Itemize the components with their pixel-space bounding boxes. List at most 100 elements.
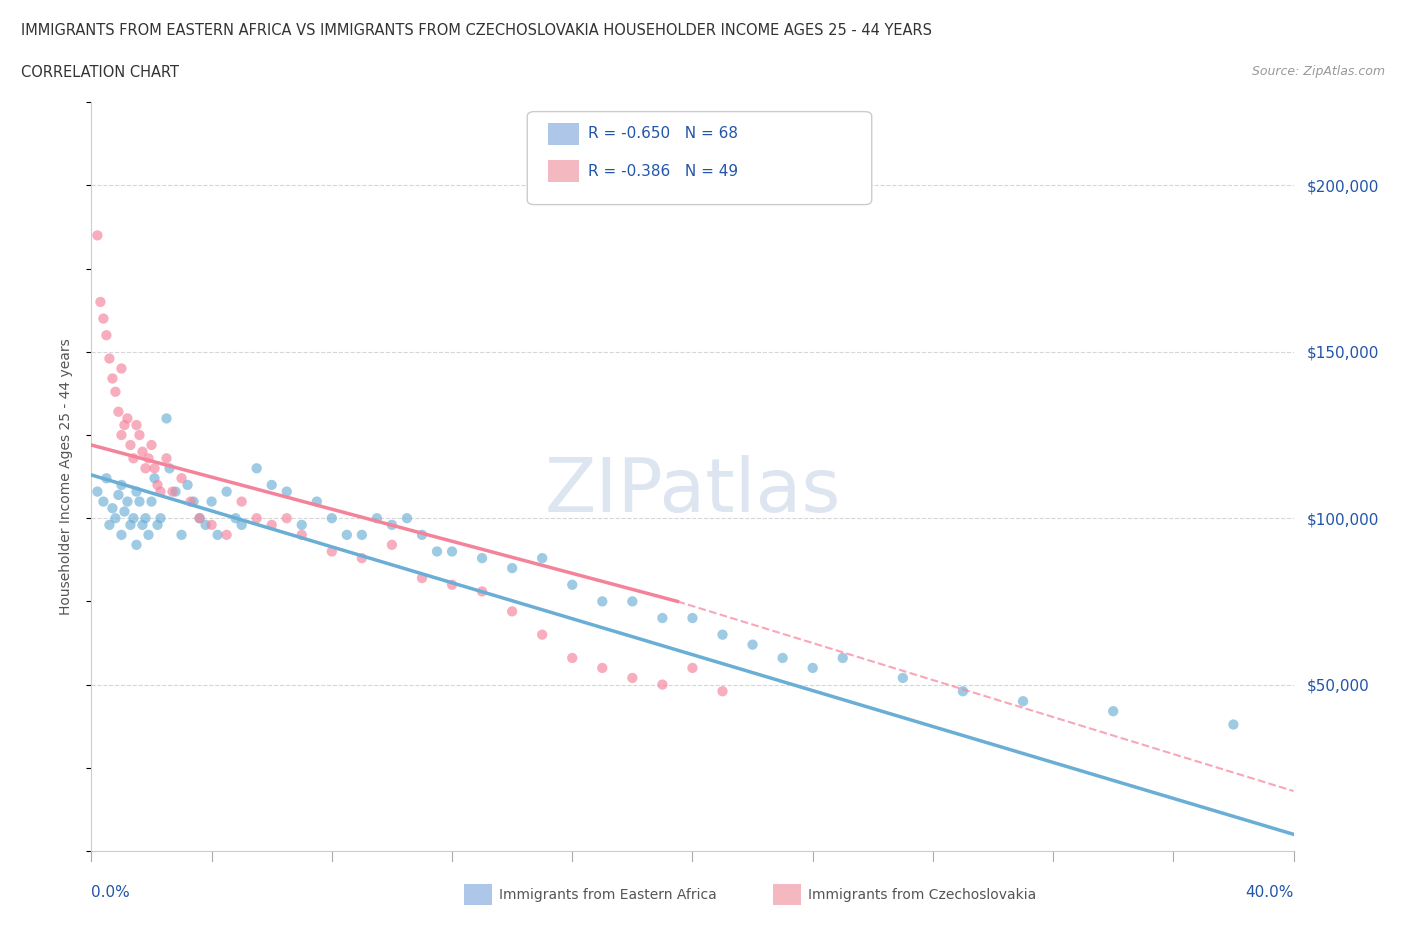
Point bbox=[681, 660, 703, 675]
Point bbox=[138, 527, 160, 542]
Point bbox=[170, 471, 193, 485]
Point bbox=[225, 511, 247, 525]
Point bbox=[117, 411, 139, 426]
Point bbox=[155, 451, 177, 466]
Point bbox=[114, 418, 136, 432]
Point bbox=[561, 650, 583, 665]
Point bbox=[231, 494, 253, 509]
Point bbox=[165, 485, 187, 499]
Point bbox=[440, 544, 463, 559]
Point bbox=[231, 517, 253, 532]
Point bbox=[143, 471, 166, 485]
Point bbox=[471, 584, 494, 599]
Point bbox=[141, 438, 163, 453]
Point bbox=[162, 485, 184, 499]
Point bbox=[138, 451, 160, 466]
Point bbox=[131, 517, 153, 532]
Point bbox=[125, 485, 148, 499]
Point bbox=[591, 594, 613, 609]
Point bbox=[741, 637, 763, 652]
Point bbox=[128, 428, 150, 443]
Point bbox=[276, 485, 298, 499]
Point bbox=[201, 517, 224, 532]
Point bbox=[86, 485, 108, 499]
Point bbox=[107, 487, 129, 502]
Point bbox=[98, 517, 121, 532]
Point bbox=[86, 228, 108, 243]
Text: Source: ZipAtlas.com: Source: ZipAtlas.com bbox=[1251, 65, 1385, 78]
Point bbox=[89, 295, 111, 310]
Point bbox=[336, 527, 359, 542]
Point bbox=[134, 461, 156, 476]
Point bbox=[651, 677, 673, 692]
Point bbox=[772, 650, 794, 665]
Point bbox=[114, 504, 136, 519]
Point bbox=[711, 627, 734, 642]
Y-axis label: Householder Income Ages 25 - 44 years: Householder Income Ages 25 - 44 years bbox=[59, 339, 73, 615]
Point bbox=[96, 327, 118, 342]
Point bbox=[1012, 694, 1035, 709]
Point bbox=[93, 494, 115, 509]
Point bbox=[501, 561, 523, 576]
Point bbox=[471, 551, 494, 565]
Point bbox=[440, 578, 463, 592]
Point bbox=[207, 527, 229, 542]
Point bbox=[246, 461, 269, 476]
Point bbox=[141, 494, 163, 509]
Point bbox=[101, 371, 124, 386]
Text: 40.0%: 40.0% bbox=[1246, 884, 1294, 899]
Point bbox=[93, 312, 115, 326]
Point bbox=[143, 461, 166, 476]
Point bbox=[110, 477, 132, 492]
Point bbox=[801, 660, 824, 675]
Point bbox=[1222, 717, 1244, 732]
Point bbox=[1102, 704, 1125, 719]
Text: ZIPatlas: ZIPatlas bbox=[544, 455, 841, 528]
Point bbox=[366, 511, 388, 525]
Point bbox=[146, 477, 169, 492]
Point bbox=[621, 671, 644, 685]
Text: R = -0.650   N = 68: R = -0.650 N = 68 bbox=[588, 126, 738, 141]
Point bbox=[159, 461, 181, 476]
Text: Immigrants from Eastern Africa: Immigrants from Eastern Africa bbox=[499, 887, 717, 902]
Point bbox=[501, 604, 523, 618]
Point bbox=[194, 517, 217, 532]
Text: CORRELATION CHART: CORRELATION CHART bbox=[21, 65, 179, 80]
Point bbox=[426, 544, 449, 559]
Point bbox=[291, 517, 314, 532]
Point bbox=[104, 511, 127, 525]
Point bbox=[260, 517, 283, 532]
Text: 0.0%: 0.0% bbox=[91, 884, 131, 899]
Point bbox=[120, 517, 142, 532]
Point bbox=[146, 517, 169, 532]
Point bbox=[831, 650, 853, 665]
Point bbox=[891, 671, 914, 685]
Text: Immigrants from Czechoslovakia: Immigrants from Czechoslovakia bbox=[808, 887, 1036, 902]
Point bbox=[411, 527, 433, 542]
Point bbox=[215, 527, 238, 542]
Point bbox=[621, 594, 644, 609]
Point bbox=[215, 485, 238, 499]
Point bbox=[531, 551, 554, 565]
Point bbox=[321, 544, 343, 559]
Point bbox=[350, 527, 373, 542]
Point bbox=[711, 684, 734, 698]
Point bbox=[350, 551, 373, 565]
Point bbox=[110, 361, 132, 376]
Point bbox=[305, 494, 328, 509]
Text: R = -0.386   N = 49: R = -0.386 N = 49 bbox=[588, 164, 738, 179]
Point bbox=[531, 627, 554, 642]
Point bbox=[246, 511, 269, 525]
Point bbox=[201, 494, 224, 509]
Point bbox=[110, 527, 132, 542]
Point bbox=[291, 527, 314, 542]
Point bbox=[183, 494, 205, 509]
Text: IMMIGRANTS FROM EASTERN AFRICA VS IMMIGRANTS FROM CZECHOSLOVAKIA HOUSEHOLDER INC: IMMIGRANTS FROM EASTERN AFRICA VS IMMIGR… bbox=[21, 23, 932, 38]
Point bbox=[395, 511, 418, 525]
Point bbox=[681, 611, 703, 626]
Point bbox=[381, 517, 404, 532]
Point bbox=[260, 477, 283, 492]
Point bbox=[180, 494, 202, 509]
Point bbox=[131, 445, 153, 459]
Point bbox=[651, 611, 673, 626]
